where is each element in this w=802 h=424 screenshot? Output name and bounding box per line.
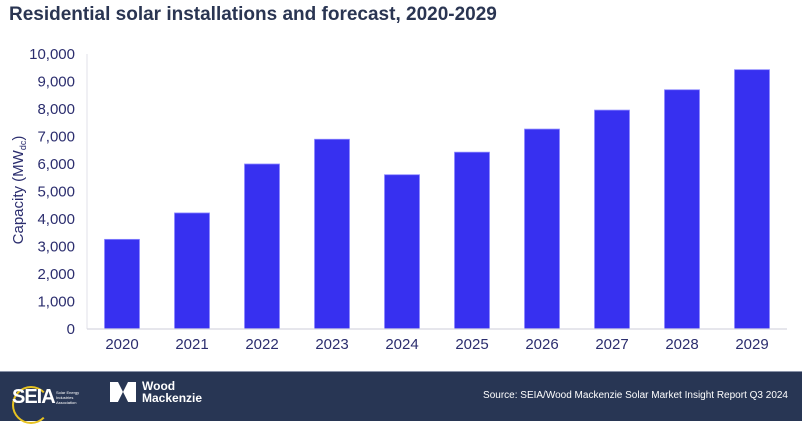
- wm-logo-line2: Mackenzie: [142, 391, 203, 405]
- seia-logo-text: SEIA: [12, 386, 56, 408]
- x-tick-label: 2028: [665, 336, 698, 353]
- bar-2021: [174, 212, 210, 330]
- y-tick-label: 6,000: [37, 156, 75, 173]
- y-tick-label: 8,000: [37, 101, 75, 118]
- bar-2027: [594, 109, 630, 330]
- y-tick-label: 0: [67, 321, 75, 338]
- y-tick-label: 1,000: [37, 294, 75, 311]
- bar-2028: [664, 89, 700, 330]
- x-tick-label: 2021: [175, 336, 208, 353]
- bar-2029: [734, 69, 770, 330]
- y-tick-label: 2,000: [37, 266, 75, 283]
- y-tick-label: 3,000: [37, 239, 75, 256]
- x-tick-label: 2020: [105, 336, 138, 353]
- y-tick-label: 9,000: [37, 74, 75, 91]
- bar-chart: 0 1,000 2,000 3,000 4,000 5,000 6,000 7,000 8,00…: [10, 46, 787, 353]
- y-tick-label: 5,000: [37, 184, 75, 201]
- x-tick-label: 2023: [315, 336, 348, 353]
- x-tick-label: 2026: [525, 336, 558, 353]
- x-tick-label: 2024: [385, 336, 418, 353]
- bar-2024: [384, 174, 420, 330]
- y-tick-label: 7,000: [37, 129, 75, 146]
- source-note: Source: SEIA/Wood Mackenzie Solar Market…: [483, 390, 788, 401]
- x-tick-label: 2022: [245, 336, 278, 353]
- wood-mackenzie-mark-icon: [110, 382, 136, 402]
- wm-logo-line1: Wood: [142, 379, 176, 393]
- x-tick-label: 2027: [595, 336, 628, 353]
- footer: SEIA Solar Energy Industries Association…: [0, 371, 802, 424]
- seia-logo-subtext: Solar Energy Industries Association: [56, 390, 80, 405]
- y-tick-label: 10,000: [29, 46, 75, 63]
- chart-title: Residential solar installations and fore…: [9, 4, 497, 25]
- bar-2020: [104, 238, 140, 330]
- seia-logo: SEIA Solar Energy Industries Association: [8, 380, 79, 424]
- bar-2026: [524, 128, 560, 330]
- x-tick-label: 2025: [455, 336, 488, 353]
- x-tick-label: 2029: [735, 336, 768, 353]
- y-axis-label: Capacity (MWdc): [10, 136, 28, 245]
- bar-2023: [314, 138, 350, 330]
- bar-2022: [244, 163, 280, 330]
- y-tick-label: 4,000: [37, 211, 75, 228]
- bar-2025: [454, 151, 490, 330]
- wood-mackenzie-logo: Wood Mackenzie: [110, 380, 202, 404]
